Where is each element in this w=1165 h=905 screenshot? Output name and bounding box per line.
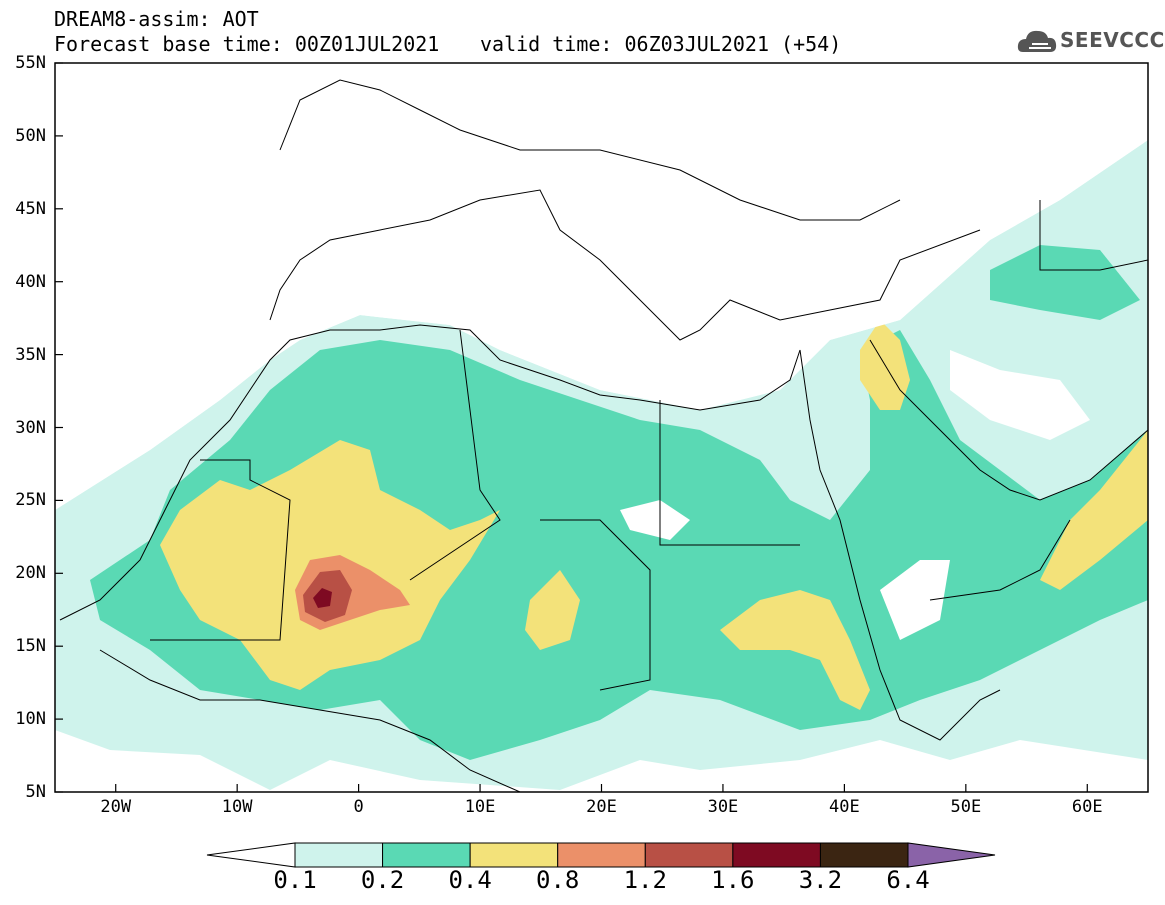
colorbar-label: 1.6: [711, 866, 755, 894]
lat-label: 30N: [15, 417, 46, 438]
lon-label: 0: [353, 797, 364, 817]
lon-label: 40E: [829, 797, 860, 817]
colorbar-cell: [557, 842, 646, 868]
colorbar-cell: [382, 842, 471, 868]
lat-label: 15N: [15, 636, 46, 657]
aot-region-teal: [990, 245, 1140, 320]
colorbar-cell: [294, 842, 384, 868]
colorbar-label: 0.2: [360, 866, 405, 894]
colorbar-label: 0.4: [448, 866, 492, 894]
lat-label: 25N: [15, 490, 46, 511]
colorbar-cell: [819, 842, 909, 868]
cloud-icon: [1017, 30, 1057, 52]
lat-label: 5N: [25, 782, 46, 802]
colorbar-cell: [469, 842, 559, 868]
aot-region-yellow: [525, 570, 580, 650]
coastlines: [59, 79, 1148, 792]
lat-label: 10N: [15, 709, 46, 730]
colorbar-label: 0.8: [536, 866, 580, 894]
lat-label: 35N: [15, 344, 46, 365]
lon-label: 20E: [586, 797, 617, 817]
aot-region-clear: [950, 350, 1090, 440]
colorbar-over-arrow: [907, 842, 996, 868]
aot-region-clear: [880, 560, 950, 640]
base-time: Forecast base time: 00Z01JUL2021: [54, 32, 440, 56]
colorbar-cell: [644, 842, 734, 868]
aot-region-yellow: [720, 590, 870, 710]
colorbar-label: 6.4: [886, 866, 930, 894]
lat-label: 20N: [15, 563, 46, 584]
lat-label: 45N: [15, 198, 46, 219]
title: DREAM8-assim: AOT: [54, 7, 259, 31]
colorbar-cell: [732, 842, 821, 868]
valid-time: valid time: 06Z03JUL2021 (+54): [480, 32, 842, 56]
lat-label: 55N: [15, 53, 46, 73]
lat-label: 50N: [15, 125, 46, 146]
aot-region-clear: [620, 500, 690, 540]
aot-region-maroon: [313, 588, 332, 608]
lon-label: 60E: [1071, 797, 1103, 817]
lon-label: 10W: [221, 797, 253, 817]
logo-text: SEEVCCC: [1060, 28, 1165, 52]
colorbar-label: 1.2: [623, 866, 667, 894]
lon-label: 20W: [100, 797, 132, 817]
lon-label: 30E: [707, 797, 739, 817]
lat-label: 40N: [15, 271, 46, 292]
colorbar-under-arrow: [206, 842, 296, 868]
colorbar-label: 0.1: [273, 866, 317, 894]
aot-region-clear: [55, 63, 1148, 510]
aot-region-yellow: [1040, 430, 1148, 590]
lon-label: 50E: [950, 797, 982, 817]
colorbar-label: 3.2: [798, 866, 843, 894]
lon-label: 10E: [464, 797, 496, 817]
